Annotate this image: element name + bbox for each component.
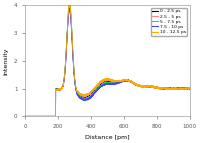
Line: 2.5 - 5 ps: 2.5 - 5 ps (25, 5, 190, 116)
Legend: 0 - 2.5 ps, 2.5 - 5 ps, 5 - 7.5 ps, 7.5 - 10 ps, 10 - 12.5 ps: 0 - 2.5 ps, 2.5 - 5 ps, 5 - 7.5 ps, 7.5 … (151, 8, 187, 36)
0 - 2.5 ps (24, 116, 26, 117)
0 - 2.5 ps (167, 88, 170, 90)
7.5 - 10 ps (52, 116, 55, 117)
7.5 - 10 ps (188, 89, 191, 90)
0 - 2.5 ps (185, 88, 188, 90)
Line: 0 - 2.5 ps: 0 - 2.5 ps (25, 6, 190, 116)
2.5 - 5 ps (87, 93, 89, 95)
10 - 12.5 ps (185, 88, 188, 90)
7.5 - 10 ps (94, 91, 97, 92)
7.5 - 10 ps (185, 88, 188, 90)
5 - 7.5 ps (52, 116, 55, 117)
10 - 12.5 ps (167, 88, 170, 89)
2.5 - 5 ps (94, 87, 97, 88)
7.5 - 10 ps (87, 98, 89, 100)
Line: 10 - 12.5 ps: 10 - 12.5 ps (25, 3, 190, 116)
2.5 - 5 ps (52, 116, 55, 117)
10 - 12.5 ps (68, 2, 71, 4)
7.5 - 10 ps (68, 9, 71, 11)
2.5 - 5 ps (69, 4, 71, 6)
7.5 - 10 ps (167, 88, 170, 90)
10 - 12.5 ps (87, 92, 89, 94)
10 - 12.5 ps (188, 88, 191, 89)
7.5 - 10 ps (43, 116, 45, 117)
0 - 2.5 ps (52, 116, 55, 117)
7.5 - 10 ps (24, 116, 26, 117)
Line: 7.5 - 10 ps: 7.5 - 10 ps (25, 10, 190, 116)
5 - 7.5 ps (167, 88, 170, 90)
5 - 7.5 ps (68, 0, 71, 1)
0 - 2.5 ps (87, 95, 89, 97)
5 - 7.5 ps (87, 97, 89, 99)
0 - 2.5 ps (43, 116, 45, 117)
2.5 - 5 ps (24, 116, 26, 117)
0 - 2.5 ps (68, 6, 71, 7)
Line: 5 - 7.5 ps: 5 - 7.5 ps (25, 1, 190, 116)
0 - 2.5 ps (94, 88, 97, 90)
5 - 7.5 ps (24, 116, 26, 117)
5 - 7.5 ps (94, 90, 97, 92)
Y-axis label: Intensity: Intensity (3, 47, 8, 75)
2.5 - 5 ps (185, 88, 188, 89)
2.5 - 5 ps (188, 88, 191, 90)
5 - 7.5 ps (185, 87, 188, 89)
10 - 12.5 ps (94, 87, 97, 88)
2.5 - 5 ps (43, 116, 45, 117)
5 - 7.5 ps (188, 88, 191, 90)
10 - 12.5 ps (52, 116, 55, 117)
10 - 12.5 ps (43, 116, 45, 117)
2.5 - 5 ps (167, 88, 170, 89)
0 - 2.5 ps (188, 88, 191, 90)
X-axis label: Distance [pm]: Distance [pm] (85, 135, 130, 140)
10 - 12.5 ps (24, 116, 26, 117)
5 - 7.5 ps (43, 116, 45, 117)
